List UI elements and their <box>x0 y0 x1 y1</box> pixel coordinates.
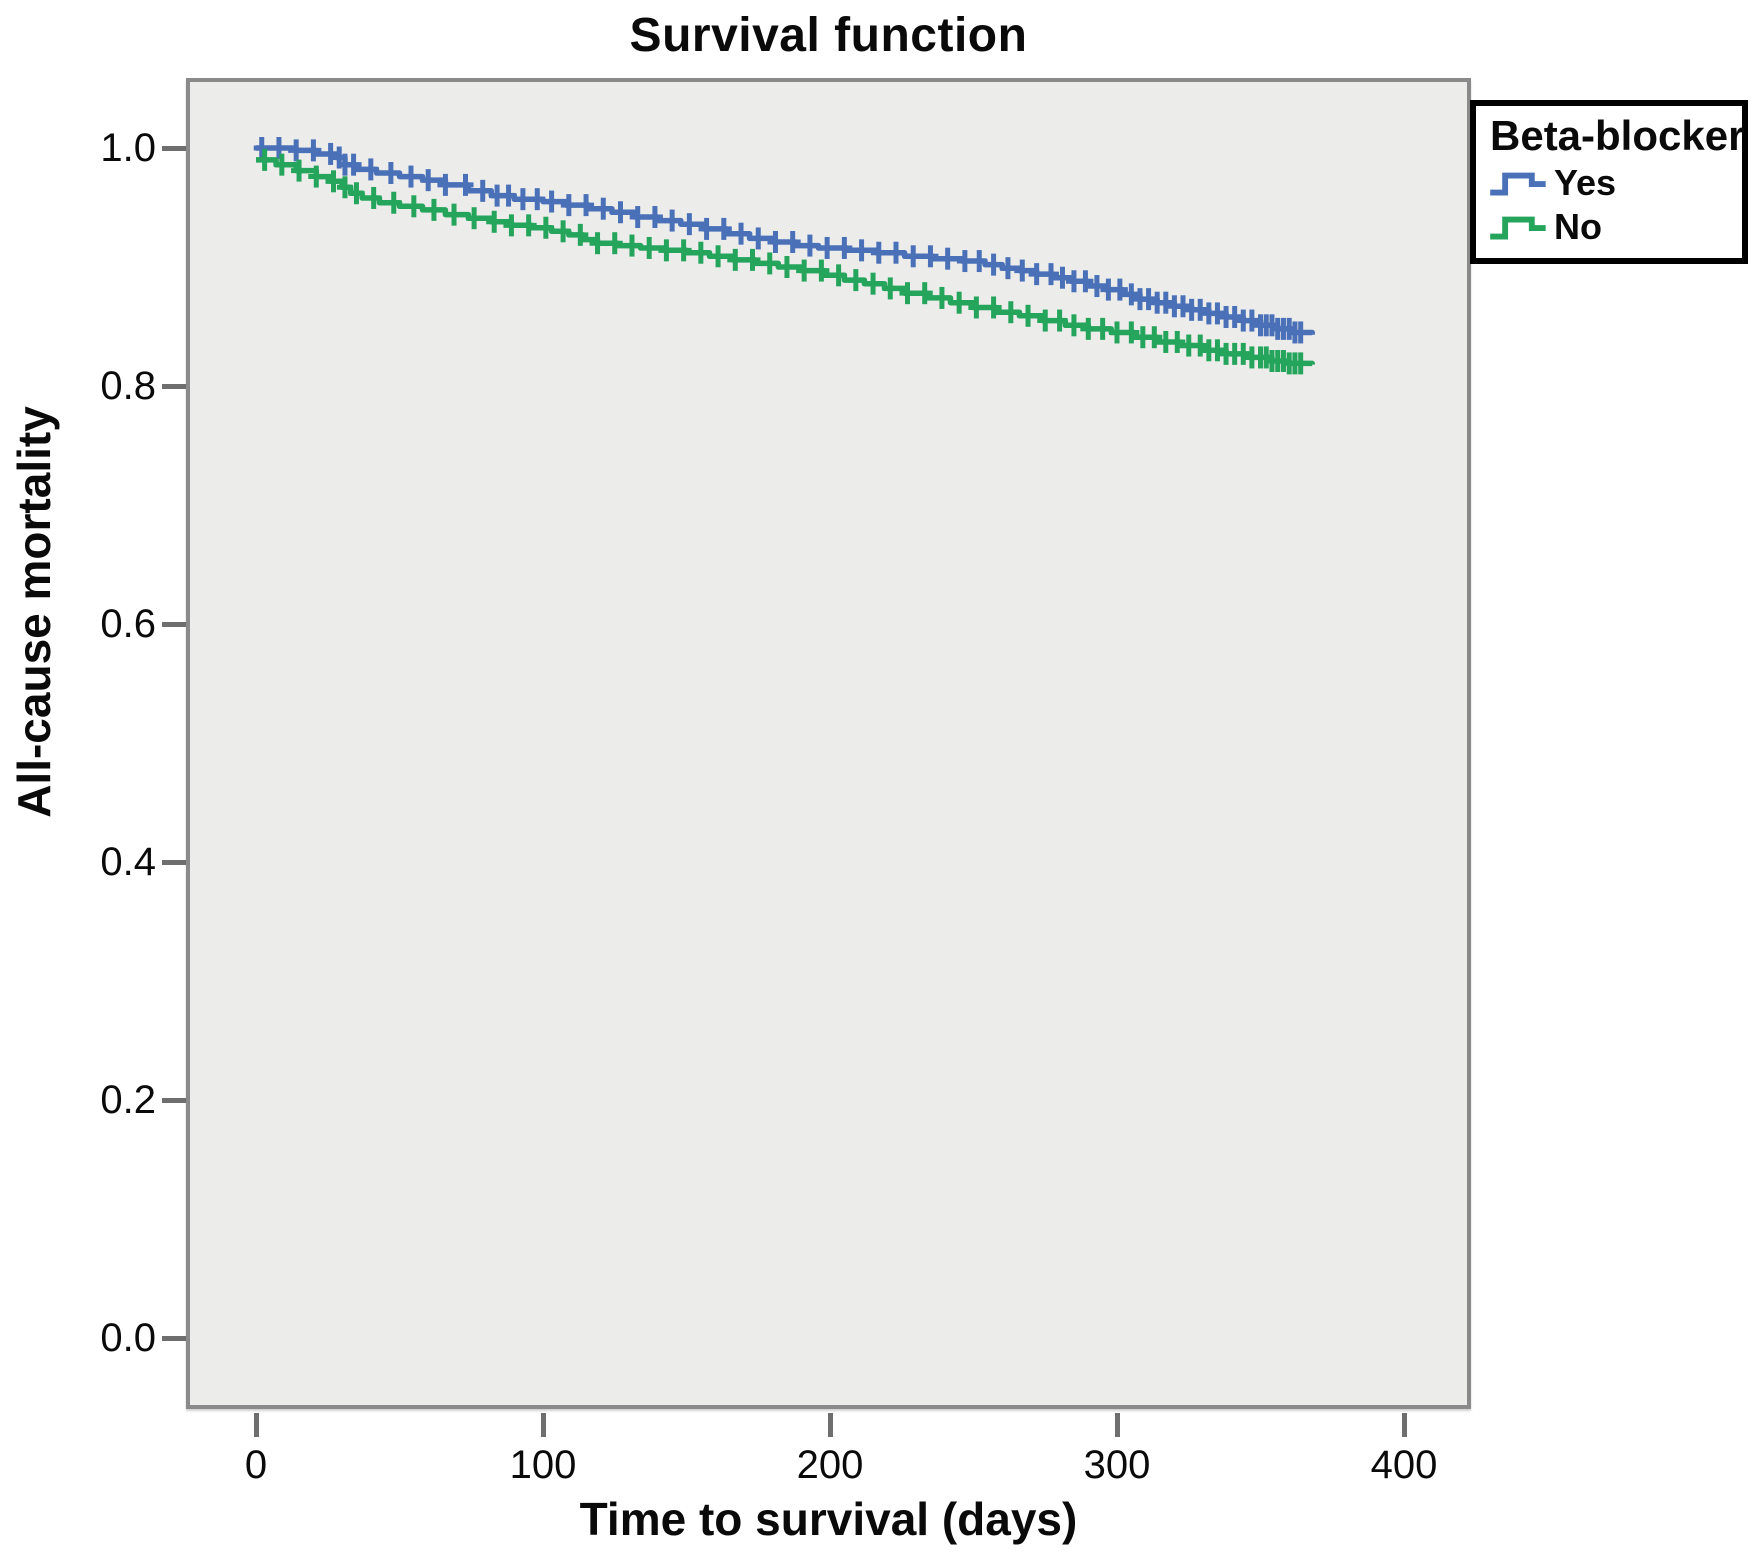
legend-box: Beta-blocker Yes No <box>1470 100 1748 264</box>
y-tick-label: 0.2 <box>100 1078 156 1122</box>
y-tick-label: 0.6 <box>100 602 156 646</box>
censor-marks-yes <box>253 137 1309 344</box>
y-tick-label: 0.8 <box>100 364 156 408</box>
x-tick-mark <box>1401 1413 1407 1437</box>
legend-title: Beta-blocker <box>1490 112 1745 159</box>
y-tick-mark <box>162 145 186 151</box>
y-tick-label: 1.0 <box>100 126 156 170</box>
y-tick-mark <box>162 383 186 389</box>
x-tick-label: 400 <box>1370 1443 1438 1487</box>
legend-label: No <box>1554 206 1602 247</box>
y-tick-mark <box>162 1097 186 1103</box>
x-tick-mark <box>540 1413 546 1437</box>
y-tick-label: 0.4 <box>100 840 156 884</box>
y-tick-label: 0.0 <box>100 1316 156 1360</box>
x-tick-mark <box>1114 1413 1120 1437</box>
x-tick-mark <box>827 1413 833 1437</box>
legend-item-yes: Yes <box>1486 162 1734 204</box>
y-tick-mark <box>162 621 186 627</box>
x-axis-title: Time to survival (days) <box>579 1493 1078 1545</box>
x-tick-label: 300 <box>1083 1443 1151 1487</box>
chart-title: Survival function <box>629 9 1028 62</box>
legend-label: Yes <box>1554 162 1617 203</box>
y-tick-mark <box>162 1335 186 1341</box>
legend-items: Yes No <box>1486 162 1734 248</box>
censor-marks-no <box>256 148 1309 375</box>
x-tick-label: 200 <box>796 1443 864 1487</box>
survival-curves-svg <box>253 137 1315 375</box>
x-tick-mark <box>253 1413 259 1437</box>
legend-step-icon <box>1490 216 1546 240</box>
legend-step-icon <box>1490 172 1546 196</box>
x-tick-label: 0 <box>244 1443 268 1487</box>
y-tick-mark <box>162 859 186 865</box>
legend-item-no: No <box>1486 206 1734 248</box>
x-tick-label: 100 <box>509 1443 577 1487</box>
plot-area <box>186 78 1471 1409</box>
